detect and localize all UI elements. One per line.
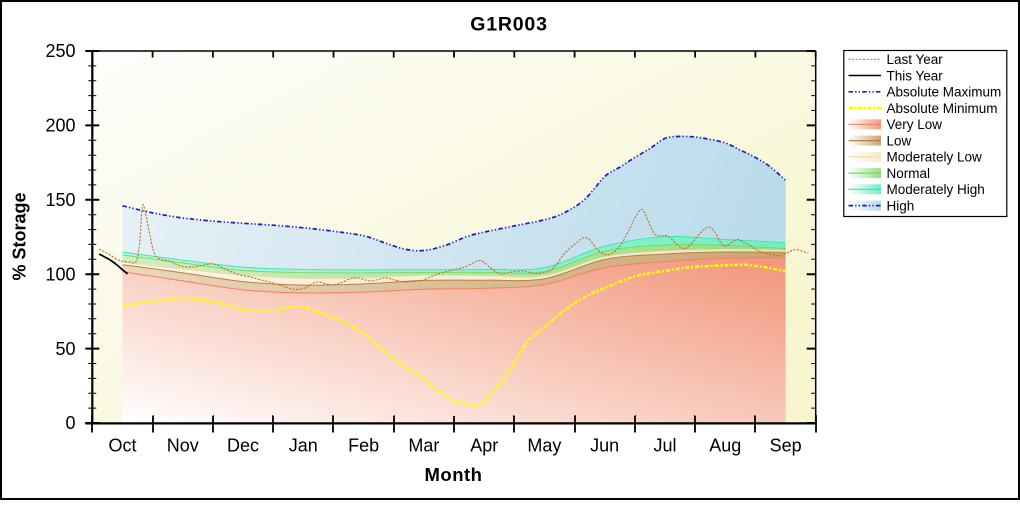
svg-text:150: 150	[45, 190, 75, 210]
svg-text:Absolute Maximum: Absolute Maximum	[887, 85, 1002, 100]
svg-text:200: 200	[45, 116, 75, 136]
svg-text:50: 50	[55, 339, 75, 359]
svg-text:Low: Low	[887, 133, 912, 148]
svg-text:Jul: Jul	[653, 436, 676, 456]
svg-text:Nov: Nov	[167, 436, 199, 456]
svg-text:Jan: Jan	[289, 436, 318, 456]
svg-text:High: High	[887, 198, 915, 213]
svg-text:Moderately High: Moderately High	[887, 182, 985, 197]
svg-text:% Storage: % Storage	[10, 192, 30, 280]
svg-text:May: May	[527, 436, 561, 456]
svg-text:Month: Month	[425, 464, 483, 485]
svg-text:Sep: Sep	[770, 436, 802, 456]
svg-text:Feb: Feb	[348, 436, 379, 456]
svg-text:Oct: Oct	[108, 436, 136, 456]
svg-text:0: 0	[65, 413, 75, 433]
svg-text:Dec: Dec	[227, 436, 259, 456]
svg-text:Normal: Normal	[887, 166, 931, 181]
svg-text:Very Low: Very Low	[887, 117, 943, 132]
svg-text:100: 100	[45, 264, 75, 284]
svg-text:Last Year: Last Year	[887, 52, 944, 67]
svg-text:G1R003: G1R003	[470, 14, 547, 36]
svg-text:Apr: Apr	[470, 436, 498, 456]
svg-text:Mar: Mar	[408, 436, 439, 456]
svg-text:Aug: Aug	[709, 436, 741, 456]
svg-text:This Year: This Year	[887, 68, 944, 83]
svg-text:250: 250	[45, 41, 75, 61]
svg-text:Absolute Minimum: Absolute Minimum	[887, 101, 998, 116]
svg-text:Moderately Low: Moderately Low	[887, 150, 983, 165]
svg-text:Jun: Jun	[590, 436, 619, 456]
